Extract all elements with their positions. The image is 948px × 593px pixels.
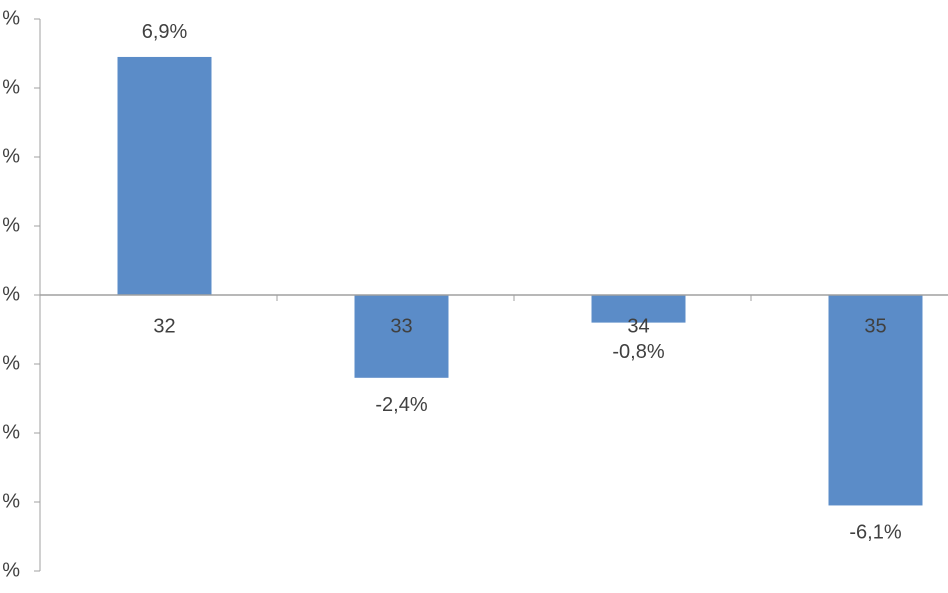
y-tick-label: % bbox=[2, 145, 20, 167]
x-tick-label: 34 bbox=[627, 315, 649, 337]
y-tick-label: % bbox=[2, 421, 20, 443]
bar bbox=[117, 56, 212, 296]
bar bbox=[828, 295, 923, 506]
bar bbox=[591, 295, 686, 323]
x-tick-label: 33 bbox=[390, 315, 412, 337]
value-label: 6,9% bbox=[142, 21, 188, 43]
value-label: -0,8% bbox=[612, 341, 664, 363]
bar bbox=[354, 295, 449, 378]
value-label: -6,1% bbox=[849, 522, 901, 544]
y-tick-label: % bbox=[2, 559, 20, 581]
y-tick-label: % bbox=[2, 283, 20, 305]
y-tick-label: % bbox=[2, 214, 20, 236]
x-tick-label: 35 bbox=[864, 315, 886, 337]
x-tick-label: 32 bbox=[153, 315, 175, 337]
y-tick-label: % bbox=[2, 490, 20, 512]
y-tick-label: % bbox=[2, 7, 20, 29]
y-tick-label: % bbox=[2, 76, 20, 98]
y-tick-label: % bbox=[2, 352, 20, 374]
value-label: -2,4% bbox=[375, 394, 427, 416]
